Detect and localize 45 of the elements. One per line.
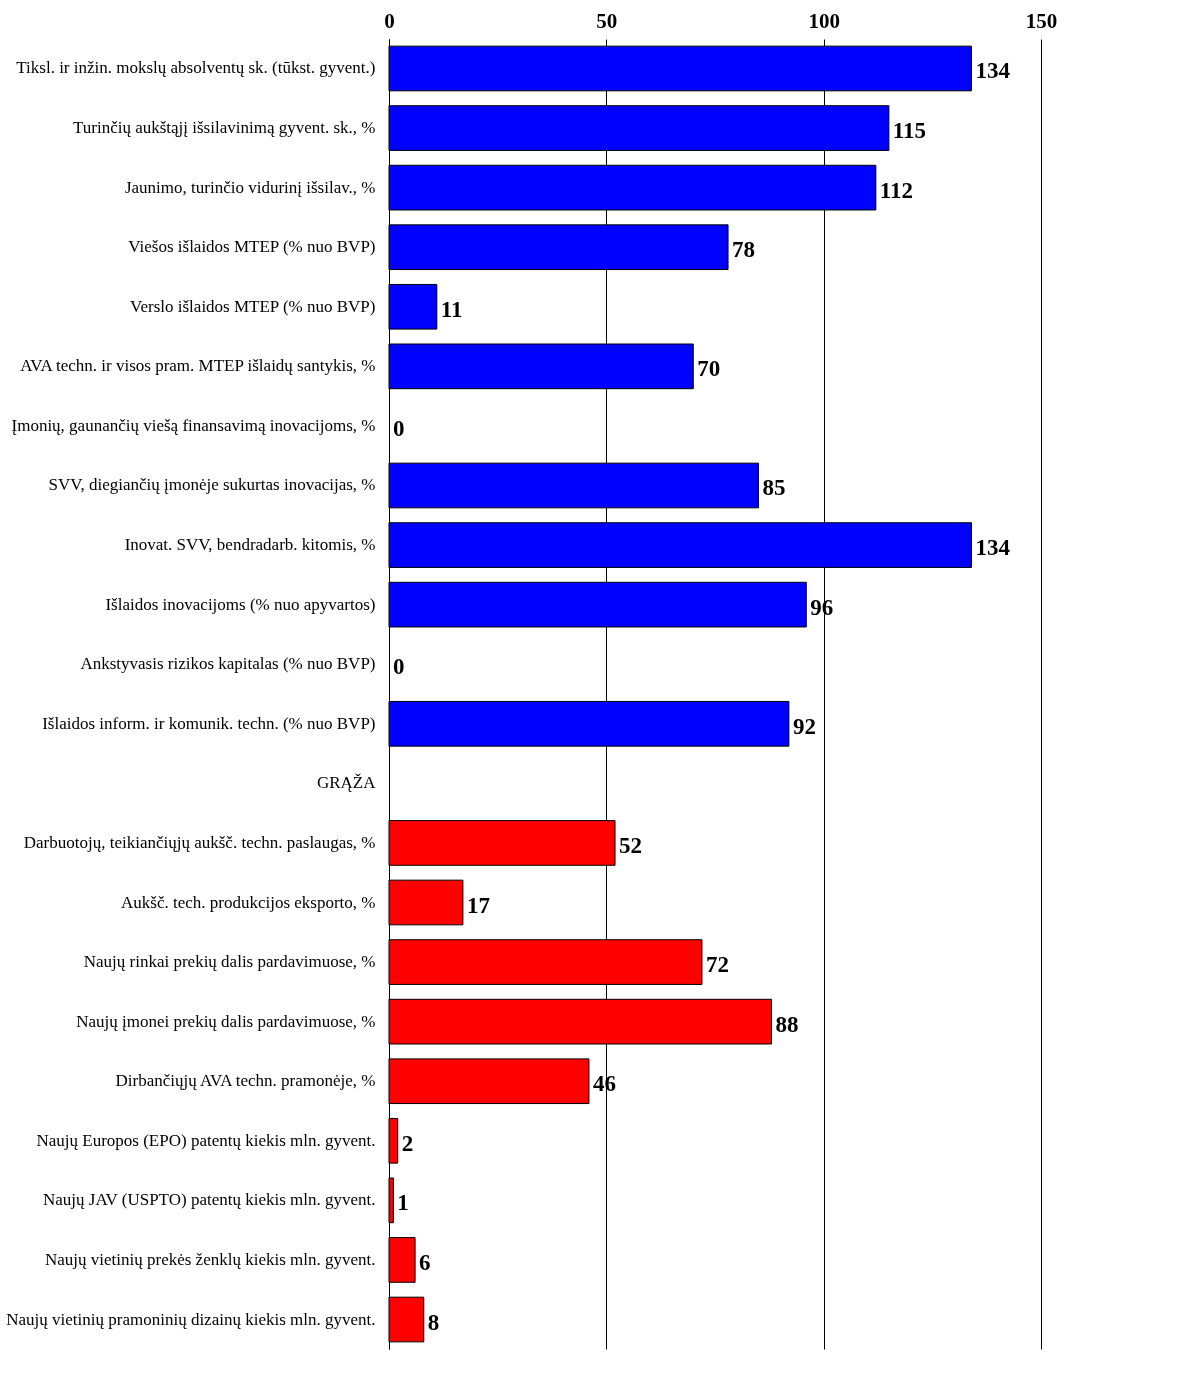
x-tick-label: 0 (384, 8, 395, 33)
data-label: 78 (732, 237, 756, 263)
y-tick-label: Ankstyvasis rizikos kapitalas (% nuo BVP) (80, 654, 376, 674)
data-label: 134 (975, 535, 1011, 561)
y-tick-label: Naujų įmonei prekių dalis pardavimuose, % (76, 1011, 376, 1031)
x-tick-label: 50 (596, 8, 618, 33)
data-label: 52 (619, 832, 643, 858)
y-tick-label: Naujų JAV (USPTO) patentų kiekis mln. gyvent. (43, 1190, 376, 1210)
data-label: 11 (440, 296, 463, 322)
y-tick-label: Išlaidos inovacijoms (% nuo apyvartos) (105, 594, 376, 614)
x-tick-label: 100 (808, 8, 840, 33)
data-label: 6 (419, 1249, 431, 1275)
data-label: 0 (393, 654, 405, 680)
y-tick-label: Naujų vietinių prekės ženklų kiekis mln. gyvent. (45, 1249, 376, 1269)
data-label: 134 (975, 58, 1011, 84)
y-tick-label: Darbuotojų, teikiančiųjų aukšč. techn. paslaugas, % (23, 832, 376, 852)
data-label: 8 (427, 1309, 440, 1335)
y-tick-label: Verslo išlaidos MTEP (% nuo BVP) (130, 296, 376, 316)
y-tick-label: Įmonių, gaunančių viešą finansavimą inovacijoms, % (11, 415, 376, 435)
y-tick-label: Turinčių aukštąjį išsilavinimą gyvent. sk., % (72, 118, 376, 138)
data-label: 72 (705, 952, 729, 978)
y-tick-label: Viešos išlaidos MTEP (% nuo BVP) (128, 237, 376, 257)
y-tick-label: Naujų vietinių pramoninių dizainų kiekis mln. gyvent. (6, 1309, 376, 1329)
x-tick-label: 150 (1025, 8, 1058, 33)
y-tick-label: Dirbančiųjų AVA techn. pramonėje, % (115, 1071, 376, 1091)
y-tick-label: Tiksl. ir inžin. mokslų absolventų sk. (tūkst. gyvent.) (16, 58, 376, 78)
data-label: 17 (466, 892, 490, 918)
data-label: 88 (775, 1011, 799, 1037)
y-tick-label: Išlaidos inform. ir komunik. techn. (% nuo BVP) (42, 713, 376, 733)
data-label: 112 (879, 177, 914, 203)
y-tick-label: GRĄŽA (316, 773, 377, 793)
y-tick-label: Aukšč. tech. produkcijos eksporto, % (121, 892, 376, 912)
y-tick-label: Inovat. SVV, bendradarb. kitomis, % (124, 535, 376, 555)
y-tick-label: AVA techn. ir visos pram. MTEP išlaidų santykis, % (20, 356, 376, 376)
y-tick-label: SVV, diegiančių įmonėje sukurtas inovacijas, % (48, 475, 376, 495)
data-label: 1 (397, 1190, 409, 1216)
y-tick-label: Jaunimo, turinčio vidurinį išsilav., % (124, 177, 376, 197)
data-label: 2 (401, 1130, 414, 1156)
y-tick-label: Naujų rinkai prekių dalis pardavimuose, % (83, 952, 376, 972)
y-tick-label: Naujų Europos (EPO) patentų kiekis mln. gyvent. (36, 1130, 376, 1150)
data-label: 92 (792, 713, 816, 739)
data-label: 0 (393, 415, 405, 441)
data-label: 115 (892, 118, 927, 144)
data-label: 70 (697, 356, 721, 382)
data-label: 85 (762, 475, 786, 501)
